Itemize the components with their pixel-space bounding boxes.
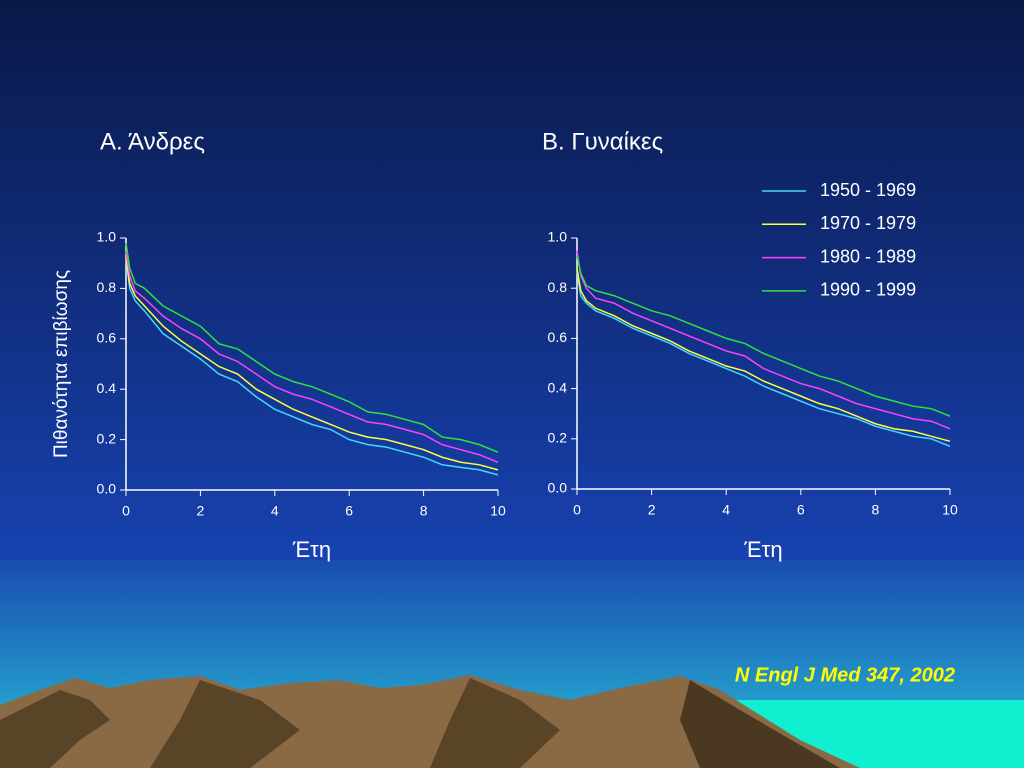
mountain-shade	[0, 690, 110, 768]
survival-line	[576, 267, 951, 443]
x-tick-label: 2	[197, 503, 205, 519]
x-tick-label: 0	[122, 503, 130, 519]
y-tick-label: 0.2	[97, 430, 117, 446]
survival-line	[125, 250, 499, 463]
y-axis-label: Πιθανότητα επιβίωσης	[51, 270, 72, 458]
x-tick-label: 8	[420, 503, 428, 519]
survival-line	[125, 242, 499, 453]
mountain-shade	[430, 678, 560, 768]
x-tick-label: 4	[722, 502, 730, 518]
chart-title: Β. Γυναίκες	[542, 128, 663, 155]
survival-line	[125, 258, 499, 476]
y-tick-label: 0.6	[548, 329, 568, 345]
y-tick-label: 1.0	[548, 229, 568, 245]
x-axis-label: Έτη	[292, 537, 331, 562]
x-tick-label: 6	[797, 502, 805, 518]
citation: N Engl J Med 347, 2002	[735, 664, 955, 686]
y-tick-label: 0.8	[97, 279, 117, 295]
chart-title: Α. Άνδρες	[100, 128, 205, 155]
y-tick-label: 0.0	[548, 480, 568, 496]
x-axis-label: Έτη	[743, 537, 782, 562]
x-tick-label: 10	[490, 503, 506, 519]
background	[0, 0, 1024, 560]
mountain-shade	[680, 680, 840, 768]
x-tick-label: 4	[271, 503, 279, 519]
y-tick-label: 0.2	[548, 430, 568, 446]
y-tick-label: 0.4	[548, 379, 568, 395]
y-tick-label: 1.0	[97, 229, 117, 245]
mountain-shade	[150, 680, 300, 768]
survival-line	[576, 255, 951, 417]
survival-line	[125, 255, 499, 471]
legend-label: 1950 - 1969	[820, 180, 916, 200]
legend-label: 1980 - 1989	[820, 246, 916, 266]
x-tick-label: 2	[648, 502, 656, 518]
legend-label: 1970 - 1979	[820, 213, 916, 233]
y-tick-label: 0.6	[97, 330, 117, 346]
survival-line	[576, 250, 951, 430]
x-tick-label: 10	[942, 502, 958, 518]
survival-line	[576, 270, 951, 448]
y-tick-label: 0.0	[97, 481, 117, 497]
legend-label: 1990 - 1999	[820, 280, 916, 300]
x-tick-label: 6	[345, 503, 353, 519]
x-tick-label: 8	[872, 502, 880, 518]
y-tick-label: 0.4	[97, 380, 117, 396]
y-tick-label: 0.8	[548, 279, 568, 295]
x-tick-label: 0	[573, 502, 581, 518]
